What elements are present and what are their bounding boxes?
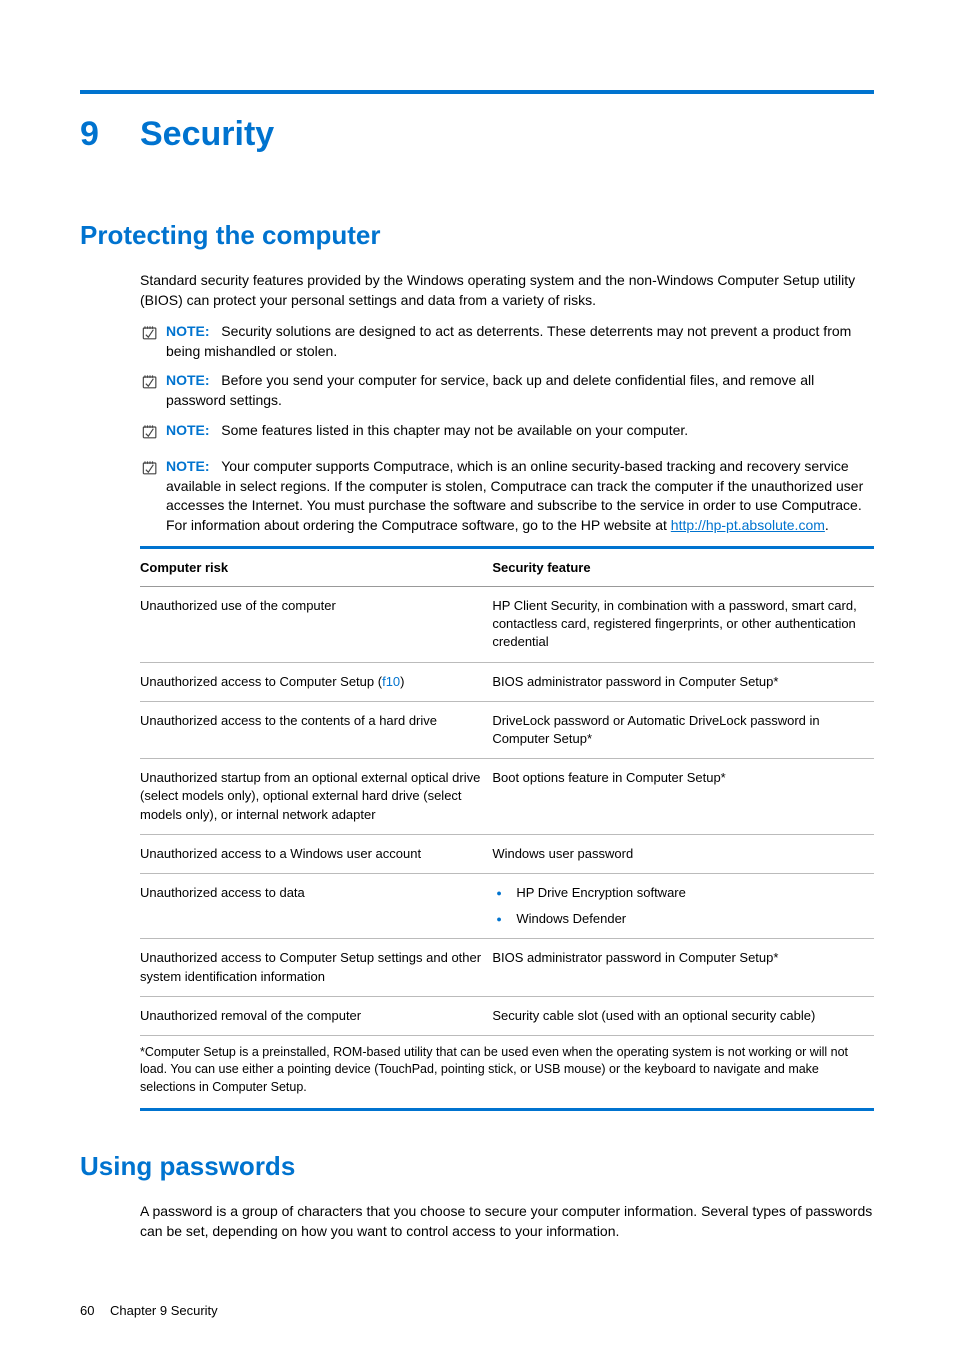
table-row: Unauthorized use of the computer HP Clie…	[140, 587, 874, 663]
table-header-risk: Computer risk	[140, 547, 492, 587]
protecting-intro: Standard security features provided by t…	[140, 271, 874, 310]
footer-label: Chapter 9 Security	[110, 1303, 218, 1318]
table-row: Unauthorized access to a Windows user ac…	[140, 834, 874, 873]
security-table: Computer risk Security feature Unauthori…	[140, 546, 874, 1036]
table-row: Unauthorized removal of the computer Sec…	[140, 996, 874, 1035]
note-text: NOTE: Some features listed in this chapt…	[166, 421, 874, 441]
list-item: HP Drive Encryption software	[492, 884, 866, 902]
table-header-feature: Security feature	[492, 547, 874, 587]
list-item: Windows Defender	[492, 910, 866, 928]
computrace-link[interactable]: http://hp-pt.absolute.com	[671, 517, 825, 533]
table-row: Unauthorized startup from an optional ex…	[140, 759, 874, 835]
page-footer: 60Chapter 9 Security	[80, 1302, 874, 1320]
table-row: Unauthorized access to Computer Setup se…	[140, 939, 874, 996]
section-heading-protecting: Protecting the computer	[80, 218, 874, 253]
section-heading-passwords: Using passwords	[80, 1149, 874, 1184]
note-icon	[140, 458, 162, 484]
passwords-intro: A password is a group of characters that…	[140, 1202, 874, 1241]
note-block: NOTE: Some features listed in this chapt…	[140, 421, 874, 448]
table-row: Unauthorized access to data HP Drive Enc…	[140, 873, 874, 938]
table-row: Unauthorized access to the contents of a…	[140, 701, 874, 758]
note-icon	[140, 422, 162, 448]
note-icon	[140, 323, 162, 349]
note-icon	[140, 372, 162, 398]
table-row: Unauthorized access to Computer Setup (f…	[140, 662, 874, 701]
note-text: NOTE: Your computer supports Computrace,…	[166, 457, 874, 535]
page-number: 60	[80, 1302, 110, 1320]
top-rule	[80, 90, 874, 94]
chapter-title: 9Security	[80, 112, 874, 158]
table-footnote: *Computer Setup is a preinstalled, ROM-b…	[140, 1036, 874, 1112]
note-block: NOTE: Security solutions are designed to…	[140, 322, 874, 361]
note-text: NOTE: Security solutions are designed to…	[166, 322, 874, 361]
chapter-number: 9	[80, 112, 140, 158]
note-block: NOTE: Your computer supports Computrace,…	[140, 457, 874, 535]
note-text: NOTE: Before you send your computer for …	[166, 371, 874, 410]
note-block: NOTE: Before you send your computer for …	[140, 371, 874, 410]
chapter-title-text: Security	[140, 115, 274, 153]
